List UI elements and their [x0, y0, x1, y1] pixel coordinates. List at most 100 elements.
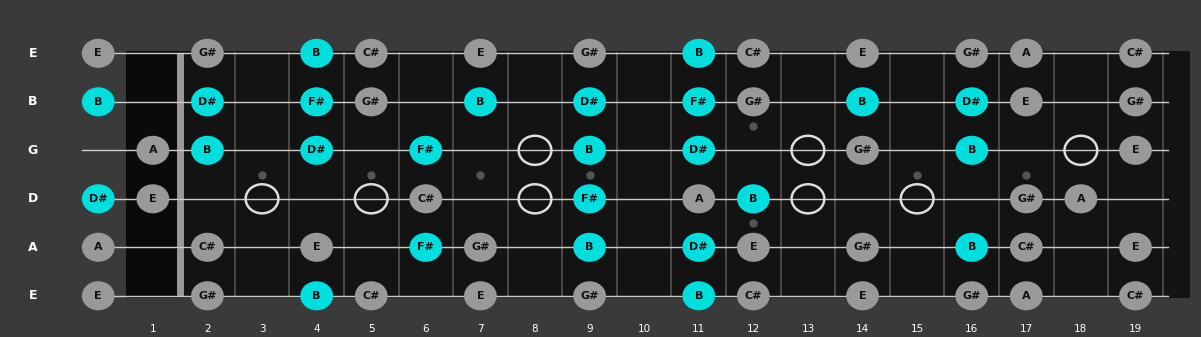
Text: B: B	[585, 145, 593, 155]
Text: E: E	[477, 291, 484, 301]
Text: G#: G#	[1017, 194, 1035, 204]
Circle shape	[82, 87, 114, 116]
Text: E: E	[749, 242, 757, 252]
Circle shape	[1119, 87, 1152, 116]
Circle shape	[682, 184, 715, 213]
Circle shape	[191, 233, 223, 262]
Text: D#: D#	[580, 97, 599, 107]
Circle shape	[1064, 184, 1098, 213]
Circle shape	[1119, 233, 1152, 262]
Text: A: A	[94, 242, 102, 252]
Circle shape	[300, 39, 333, 68]
Circle shape	[573, 136, 607, 165]
Circle shape	[300, 87, 333, 116]
Circle shape	[300, 233, 333, 262]
Text: 17: 17	[1020, 324, 1033, 334]
Circle shape	[354, 281, 388, 310]
Circle shape	[1010, 39, 1042, 68]
Circle shape	[410, 184, 442, 213]
Circle shape	[191, 87, 223, 116]
Circle shape	[682, 87, 715, 116]
Text: 11: 11	[692, 324, 705, 334]
Circle shape	[573, 184, 607, 213]
Circle shape	[464, 233, 497, 262]
Circle shape	[82, 184, 114, 213]
Circle shape	[410, 136, 442, 165]
Circle shape	[1119, 39, 1152, 68]
Circle shape	[1010, 87, 1042, 116]
Text: 4: 4	[313, 324, 319, 334]
Circle shape	[300, 281, 333, 310]
Text: G#: G#	[580, 48, 599, 58]
Text: G#: G#	[362, 97, 381, 107]
Text: B: B	[94, 97, 102, 107]
Text: G#: G#	[962, 291, 981, 301]
Circle shape	[573, 233, 607, 262]
Circle shape	[737, 39, 770, 68]
Circle shape	[137, 136, 169, 165]
Text: G#: G#	[853, 145, 872, 155]
Text: 16: 16	[966, 324, 979, 334]
Circle shape	[1119, 281, 1152, 310]
Circle shape	[82, 39, 114, 68]
Text: E: E	[312, 242, 321, 252]
Text: G#: G#	[471, 242, 490, 252]
Text: E: E	[29, 47, 37, 60]
Circle shape	[955, 233, 988, 262]
Text: B: B	[28, 95, 37, 108]
Text: 7: 7	[477, 324, 484, 334]
Text: D#: D#	[962, 97, 981, 107]
Circle shape	[191, 136, 223, 165]
Circle shape	[847, 39, 879, 68]
Text: G#: G#	[580, 291, 599, 301]
Circle shape	[464, 39, 497, 68]
Circle shape	[464, 281, 497, 310]
Text: C#: C#	[198, 242, 216, 252]
Text: E: E	[859, 291, 866, 301]
Circle shape	[354, 39, 388, 68]
Circle shape	[682, 136, 715, 165]
Text: 15: 15	[910, 324, 924, 334]
Text: 5: 5	[368, 324, 375, 334]
FancyBboxPatch shape	[2, 10, 1199, 337]
Bar	[126, 51, 1190, 298]
Circle shape	[1010, 184, 1042, 213]
Circle shape	[573, 281, 607, 310]
Text: 13: 13	[801, 324, 814, 334]
Text: G#: G#	[745, 97, 763, 107]
Text: 9: 9	[586, 324, 593, 334]
Text: G#: G#	[853, 242, 872, 252]
Circle shape	[682, 281, 715, 310]
Text: 18: 18	[1074, 324, 1088, 334]
Text: E: E	[95, 48, 102, 58]
Text: B: B	[749, 194, 758, 204]
Text: A: A	[1076, 194, 1086, 204]
Circle shape	[82, 281, 114, 310]
Text: F#: F#	[581, 194, 598, 204]
Circle shape	[955, 136, 988, 165]
Circle shape	[955, 39, 988, 68]
Circle shape	[737, 233, 770, 262]
Text: B: B	[312, 291, 321, 301]
Text: F#: F#	[691, 97, 707, 107]
Text: G#: G#	[962, 48, 981, 58]
Text: A: A	[694, 194, 703, 204]
Text: D#: D#	[689, 145, 709, 155]
Text: B: B	[968, 242, 976, 252]
Text: F#: F#	[309, 97, 325, 107]
Text: D#: D#	[307, 145, 325, 155]
Circle shape	[191, 39, 223, 68]
Text: 14: 14	[856, 324, 870, 334]
Circle shape	[737, 281, 770, 310]
Text: A: A	[149, 145, 157, 155]
Text: C#: C#	[1017, 242, 1035, 252]
Circle shape	[82, 233, 114, 262]
Text: C#: C#	[745, 48, 763, 58]
Text: B: B	[312, 48, 321, 58]
Text: E: E	[859, 48, 866, 58]
Text: B: B	[694, 291, 703, 301]
Text: E: E	[1131, 242, 1140, 252]
Circle shape	[847, 87, 879, 116]
Text: 3: 3	[258, 324, 265, 334]
Circle shape	[682, 39, 715, 68]
